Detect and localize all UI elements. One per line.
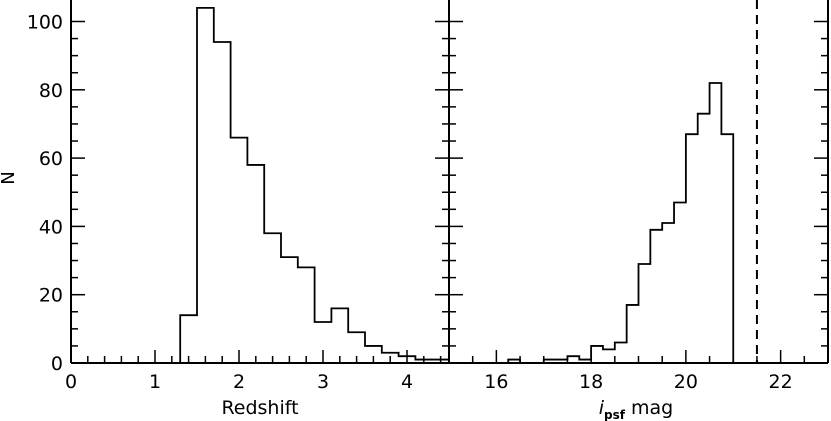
histogram-bin (710, 83, 722, 363)
x-axis-label-rest: mag (625, 397, 673, 419)
y-tick-label: 100 (27, 12, 63, 34)
histogram-bin (686, 134, 698, 363)
histogram-bin (721, 134, 733, 363)
histogram-bin (650, 230, 662, 363)
x-tick-label: 20 (674, 371, 698, 393)
x-tick-label: 16 (484, 371, 508, 393)
x-axis-label-sub: psf (604, 408, 626, 421)
y-tick-label: 80 (39, 80, 63, 102)
histogram-bin (180, 315, 197, 363)
histogram-step (179, 6, 450, 363)
histogram-bin (197, 8, 214, 363)
y-tick-label: 40 (39, 216, 63, 238)
histogram-bin (567, 356, 579, 363)
histogram-bin (231, 138, 248, 363)
histogram-bin (603, 349, 615, 363)
histogram-bin (331, 308, 348, 363)
x-tick-label: 3 (317, 371, 329, 393)
y-tick-label: 20 (39, 285, 63, 307)
histogram-step (507, 82, 735, 364)
histogram-bin (674, 202, 686, 363)
histogram-bin (298, 267, 315, 363)
histogram-bin (591, 346, 603, 363)
x-axis-label-imag: ipsf mag (599, 397, 674, 421)
imag-panel: 16 18 20 22 (448, 0, 829, 393)
histogram-bin (281, 257, 298, 363)
histogram-bin (214, 42, 231, 363)
x-tick-label: 1 (149, 371, 161, 393)
x-tick-label: 4 (401, 371, 413, 393)
y-tick-label: 0 (51, 353, 63, 375)
y-tick-label: 60 (39, 148, 63, 170)
histogram-bin (639, 264, 651, 363)
histogram-bin (627, 305, 639, 363)
histogram-bin (264, 233, 281, 363)
x-tick-label: 0 (65, 371, 77, 393)
histogram-bin (615, 343, 627, 363)
x-tick-label: 2 (233, 371, 245, 393)
histogram-bin (247, 165, 264, 363)
x-axis-label-italic: i (599, 397, 605, 419)
x-axis-label-redshift: Redshift (221, 397, 298, 419)
histogram-bin (698, 114, 710, 363)
histogram-bin (662, 223, 674, 363)
x-tick-label: 22 (769, 371, 793, 393)
y-axis-label: N (0, 171, 19, 184)
x-tick-label: 18 (579, 371, 603, 393)
